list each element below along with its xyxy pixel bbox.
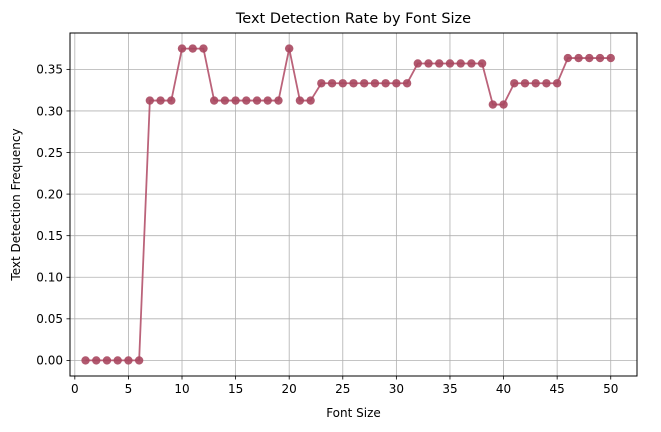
y-tick-label: 0.35 [36, 63, 63, 77]
data-point [274, 96, 283, 105]
data-point [327, 79, 337, 88]
data-point [145, 96, 155, 105]
data-point [381, 79, 390, 88]
y-tick-label: 0.05 [36, 312, 63, 326]
data-point [563, 53, 573, 63]
y-tick-label: 0.10 [36, 271, 63, 285]
x-tick-label: 50 [603, 382, 618, 396]
ticks: 0 5 10 15 20 25 30 35 40 45 50 0.00 0.05 0.10 0.15 0.20… [36, 63, 618, 396]
data-point [424, 59, 433, 68]
grid [70, 33, 637, 376]
y-tick-label: 0.15 [36, 229, 63, 243]
x-tick-label: 5 [125, 382, 133, 396]
data-point [413, 59, 423, 68]
data-point [552, 79, 562, 88]
data-point [520, 79, 530, 88]
plot-frame [69, 32, 638, 377]
data-point [134, 356, 144, 365]
y-tick-label: 0.20 [36, 187, 63, 201]
data-point [102, 356, 112, 365]
data-point [188, 44, 197, 53]
data-point [317, 79, 326, 88]
x-tick-label: 45 [550, 382, 565, 396]
x-tick-label: 0 [71, 382, 79, 396]
data-point [252, 96, 262, 105]
data-point [124, 356, 133, 365]
y-tick-label: 0.25 [36, 146, 63, 160]
data-point [199, 44, 208, 53]
data-point [209, 96, 219, 105]
data-point [531, 79, 540, 88]
data-point [542, 79, 551, 88]
chart-title: Text Detection Rate by Font Size [235, 11, 471, 27]
x-tick-label: 15 [228, 382, 243, 396]
x-axis-label: Font Size [326, 406, 381, 420]
data-point [392, 79, 401, 88]
data-point [263, 96, 272, 105]
data-point [284, 44, 294, 53]
data-point [338, 79, 347, 88]
data-point [360, 79, 369, 88]
data-point [220, 96, 230, 105]
data-point [231, 96, 240, 105]
data-point [488, 100, 498, 109]
data-point [499, 100, 508, 109]
y-axis-label: Text Detection Frequency [9, 128, 23, 281]
data-point [177, 44, 187, 53]
x-tick-label: 40 [496, 382, 511, 396]
data-point [92, 356, 101, 365]
data-point [606, 53, 615, 63]
data-point [81, 356, 90, 365]
series [81, 44, 615, 365]
y-tick-label: 0.30 [36, 104, 63, 118]
data-point [306, 96, 315, 105]
x-tick-label: 20 [282, 382, 297, 396]
data-point [113, 356, 122, 365]
data-point [435, 59, 444, 68]
y-tick-label: 0.00 [36, 354, 63, 368]
data-point [574, 53, 583, 63]
data-point [349, 79, 358, 88]
data-point [467, 59, 476, 68]
data-point [510, 79, 519, 88]
x-tick-label: 35 [442, 382, 457, 396]
data-point [585, 53, 594, 63]
x-tick-label: 30 [389, 382, 404, 396]
x-tick-label: 25 [335, 382, 350, 396]
data-point [595, 53, 605, 63]
data-point [402, 79, 412, 88]
data-point [370, 79, 380, 88]
data-point [295, 96, 305, 105]
data-point [477, 59, 487, 68]
x-tick-label: 10 [174, 382, 189, 396]
data-point [242, 96, 251, 105]
data-point [456, 59, 465, 68]
data-point [445, 59, 455, 68]
data-point [167, 96, 176, 105]
data-point [156, 96, 165, 105]
